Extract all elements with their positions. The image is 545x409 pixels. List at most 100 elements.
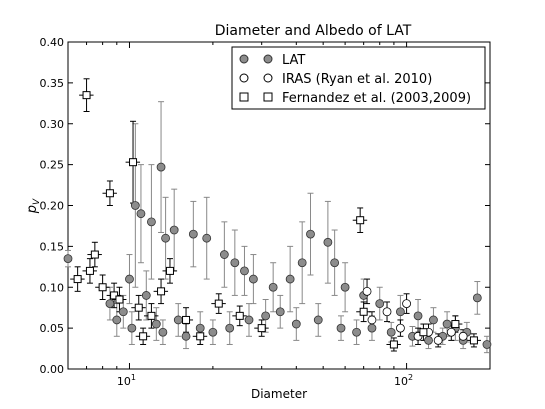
point-lat [195, 323, 205, 333]
y-tick-label: 0.40 [40, 36, 65, 49]
point-lat [173, 315, 183, 325]
point-lat [63, 254, 73, 264]
x-tick-label-exp: 2 [408, 373, 413, 382]
y-tick-label: 0.25 [40, 159, 65, 172]
legend-marker [263, 73, 273, 83]
point-lat [130, 201, 140, 210]
point-lat [202, 233, 212, 243]
y-tick-label: 0.10 [40, 281, 65, 294]
point-lat [161, 233, 170, 243]
point-fernandez [165, 266, 174, 275]
point-lat [340, 282, 350, 292]
point-lat [125, 274, 134, 284]
point-fernandez [157, 287, 166, 296]
x-axis: 101 102 [67, 42, 491, 388]
point-fernandez [73, 275, 82, 284]
legend-marker [239, 54, 249, 64]
point-lat [336, 323, 346, 333]
legend-marker [239, 73, 249, 83]
point-lat [225, 323, 235, 333]
point-fernandez [134, 303, 143, 312]
point-lat [472, 293, 482, 303]
point-fernandez [389, 340, 398, 349]
point-lat [230, 258, 240, 268]
legend-box [231, 46, 486, 110]
point-lat [330, 258, 340, 268]
point-lat [169, 225, 179, 235]
point-fernandez [214, 299, 223, 308]
point-fernandez [110, 291, 119, 300]
point-fernandez [105, 189, 114, 198]
point-fernandez [419, 328, 428, 337]
y-tick-label: 0.00 [40, 363, 65, 376]
point-lat [240, 266, 249, 276]
point-lat [297, 258, 307, 268]
point-lat [112, 315, 122, 325]
point-fernandez [90, 250, 99, 259]
y-tick-label: 0.05 [40, 322, 65, 335]
point-lat [424, 335, 433, 345]
legend-label: LAT [282, 53, 305, 68]
point-fernandez [129, 158, 138, 167]
chart-title: Diameter and Albedo of LAT [215, 23, 412, 39]
x-tick-label: 101 [117, 373, 136, 388]
point-fernandez [85, 266, 94, 275]
point-lat [291, 319, 301, 329]
point-iras [362, 286, 372, 296]
point-iras [382, 307, 392, 317]
point-lat [208, 327, 218, 337]
point-lat [219, 250, 229, 259]
legend-label: Fernandez et al. (2003,2009) [282, 91, 471, 106]
markers [63, 91, 492, 349]
point-lat [156, 162, 166, 172]
legend-label: IRAS (Ryan et al. 2010) [282, 72, 432, 87]
point-lat [268, 282, 278, 292]
y-axis-label-main: p [25, 205, 40, 214]
point-iras [458, 331, 468, 341]
point-lat [367, 323, 377, 333]
legend-marker [263, 54, 273, 64]
point-lat [275, 307, 285, 317]
point-fernandez [451, 320, 460, 329]
point-lat [261, 311, 271, 321]
legend: LAT IRAS (Ryan et al. 2010) Fernandez et a… [231, 46, 486, 110]
x-tick-label-base: 10 [394, 375, 408, 388]
point-lat [136, 209, 146, 219]
point-lat [396, 307, 405, 317]
point-lat [188, 229, 198, 239]
x-axis-label: Diameter [251, 387, 307, 401]
point-iras [433, 335, 443, 345]
y-axis: 0.00 0.05 0.10 0.15 0.20 0.25 0.30 0.35 0.40 [40, 36, 490, 376]
y-tick-label: 0.20 [40, 200, 65, 213]
point-fernandez [147, 311, 156, 320]
y-axis-label: pV [25, 198, 42, 214]
point-lat [158, 327, 168, 337]
point-iras [402, 299, 411, 309]
point-lat [375, 299, 385, 309]
point-lat [181, 331, 191, 341]
point-fernandez [115, 295, 124, 304]
point-lat [413, 311, 423, 321]
point-lat [127, 323, 137, 333]
point-fernandez [139, 332, 148, 341]
point-fernandez [182, 315, 191, 324]
y-tick-label: 0.30 [40, 118, 65, 131]
legend-marker [239, 92, 249, 102]
point-lat [386, 327, 396, 337]
point-fernandez [469, 336, 478, 345]
point-fernandez [82, 91, 91, 100]
point-fernandez [356, 216, 365, 225]
point-lat [244, 315, 254, 325]
point-fernandez [235, 311, 244, 320]
point-iras [367, 315, 377, 325]
point-lat [285, 274, 295, 284]
y-tick-label: 0.15 [40, 240, 65, 253]
point-fernandez [257, 324, 266, 333]
point-lat [141, 291, 151, 300]
point-lat [429, 315, 438, 325]
y-tick-label: 0.35 [40, 77, 65, 90]
point-lat [306, 229, 315, 239]
point-lat [248, 274, 258, 284]
point-iras [446, 327, 456, 337]
